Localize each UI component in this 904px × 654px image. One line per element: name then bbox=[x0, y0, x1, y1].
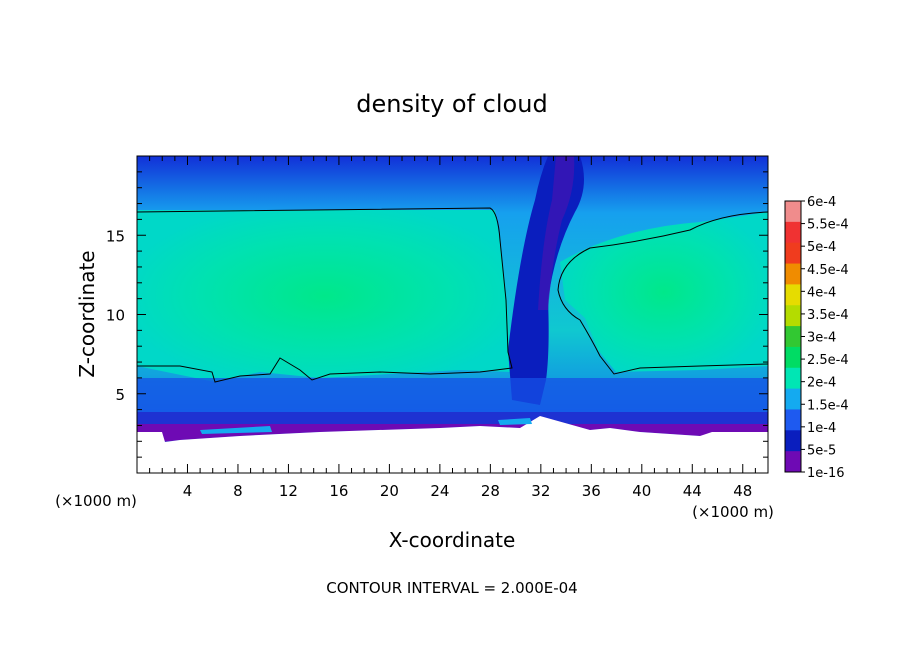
x-tick-label: 36 bbox=[582, 482, 601, 500]
terrain-mask bbox=[137, 416, 768, 473]
contour-line bbox=[557, 211, 768, 375]
x-tick-label: 44 bbox=[683, 482, 702, 500]
colorbar-label: 3.5e-4 bbox=[807, 308, 849, 323]
colorbar-label: 5.5e-4 bbox=[807, 218, 849, 233]
dark-column-core bbox=[538, 156, 575, 310]
colorbar-label: 1e-4 bbox=[807, 421, 836, 436]
colorbar-swatch bbox=[785, 430, 801, 452]
x-tick-label: 12 bbox=[279, 482, 298, 500]
colorbar-swatch bbox=[785, 284, 801, 306]
colorbar-swatch bbox=[785, 242, 801, 265]
cloud-core-right bbox=[560, 212, 768, 372]
y-axis: 5 10 15 bbox=[106, 171, 768, 458]
y-tick-label: 5 bbox=[115, 386, 125, 404]
x-unit-label-right: (×1000 m) bbox=[692, 503, 774, 521]
colorbar-label: 4e-4 bbox=[807, 285, 836, 300]
colorbar-label: 6e-4 bbox=[807, 195, 836, 210]
plot-area bbox=[137, 156, 768, 473]
colorbar-label: 5e-5 bbox=[807, 443, 836, 458]
y-tick-label: 15 bbox=[106, 227, 125, 245]
surface-streak bbox=[200, 426, 272, 434]
x-tick-label: 16 bbox=[329, 482, 348, 500]
colorbar: 6e-4 5.5e-4 5e-4 4.5e-4 4e-4 3.5e-4 3e-4 2.5e-4… bbox=[784, 195, 849, 481]
x-axis-label: X-coordinate bbox=[389, 528, 516, 552]
x-tick-label: 40 bbox=[632, 482, 651, 500]
colorbar-label: 5e-4 bbox=[807, 240, 836, 255]
colorbar-swatch bbox=[785, 388, 801, 410]
colorbar-swatch bbox=[785, 305, 801, 327]
colorbar-swatch bbox=[785, 326, 801, 348]
contour-interval-note: CONTOUR INTERVAL = 2.000E-04 bbox=[326, 579, 577, 597]
cloud-core-left bbox=[137, 210, 512, 382]
colorbar-label: 2e-4 bbox=[807, 376, 836, 391]
colorbar-swatch bbox=[785, 346, 801, 369]
chart-title: density of cloud bbox=[356, 90, 547, 118]
x-tick-label: 24 bbox=[430, 482, 449, 500]
colorbar-swatch bbox=[785, 263, 801, 285]
contour-line bbox=[137, 207, 513, 383]
x-tick-label: 28 bbox=[481, 482, 500, 500]
colorbar-swatch bbox=[785, 221, 801, 244]
x-tick-label: 4 bbox=[183, 482, 193, 500]
y-tick-label: 10 bbox=[106, 307, 125, 325]
colorbar-label: 1e-16 bbox=[807, 466, 845, 481]
colorbar-label: 2.5e-4 bbox=[807, 353, 849, 368]
x-unit-label-left: (×1000 m) bbox=[55, 492, 137, 510]
colorbar-swatch bbox=[785, 409, 801, 431]
colorbar-swatch bbox=[785, 367, 801, 390]
x-tick-label: 48 bbox=[733, 482, 752, 500]
colorbar-label: 4.5e-4 bbox=[807, 263, 849, 278]
colorbar-label: 3e-4 bbox=[807, 331, 836, 346]
y-axis-label: Z-coordinate bbox=[75, 250, 99, 377]
surface-streak bbox=[498, 418, 532, 425]
x-tick-label: 20 bbox=[380, 482, 399, 500]
x-axis: 4 8 12 16 20 24 28 32 36 40 44 48 bbox=[149, 156, 756, 500]
colorbar-label: 1.5e-4 bbox=[807, 398, 849, 413]
x-tick-label: 8 bbox=[233, 482, 243, 500]
colorbar-swatch bbox=[785, 451, 801, 473]
colorbar-swatch bbox=[785, 201, 801, 223]
x-tick-label: 32 bbox=[531, 482, 550, 500]
